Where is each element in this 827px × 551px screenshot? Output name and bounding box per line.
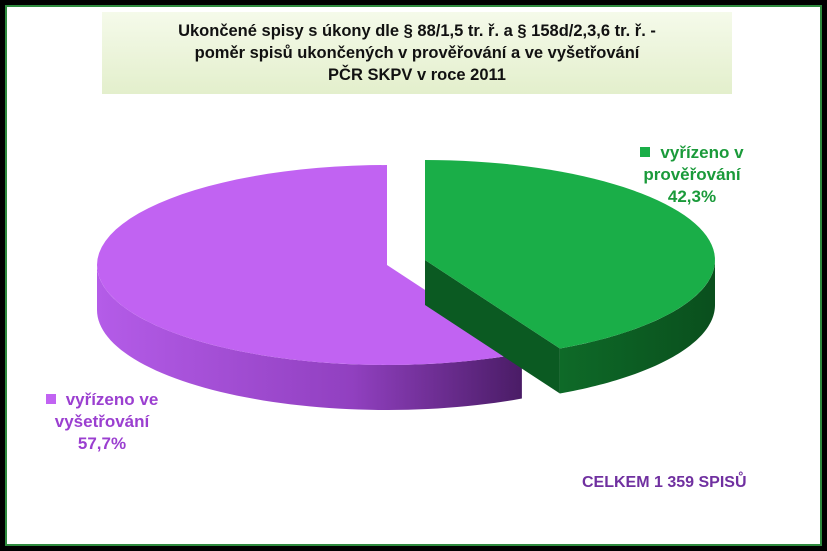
title-line: poměr spisů ukončených v prověřování a v… (194, 44, 640, 62)
title-line: Ukončené spisy s úkony dle § 88/1,5 tr. … (178, 22, 656, 40)
chart-title: Ukončené spisy s úkony dle § 88/1,5 tr. … (102, 12, 732, 94)
data-label: vyřízeno v prověřování 42,3% (622, 142, 762, 208)
legend-marker (45, 394, 56, 404)
pie-chart (97, 160, 715, 410)
value-label: 57,7% (77, 434, 127, 453)
category-label: vyřízeno ve vyšetřování (54, 390, 159, 431)
annotation: CELKEM 1 359 SPISŮ (582, 474, 747, 491)
legend-marker (640, 147, 651, 157)
slice (425, 160, 715, 349)
slice-wall (559, 260, 715, 394)
chart-area: Ukončené spisy s úkony dle § 88/1,5 tr. … (5, 5, 822, 546)
category-label: vyřízeno v prověřování (643, 143, 744, 184)
value-label: 42,3% (667, 187, 717, 206)
slice-side (425, 260, 560, 394)
slice (97, 165, 522, 365)
slice-wall (97, 265, 522, 410)
data-label: vyřízeno ve vyšetřování 57,7% (27, 389, 177, 455)
title-line: PČR SKPV v roce 2011 (328, 66, 506, 84)
